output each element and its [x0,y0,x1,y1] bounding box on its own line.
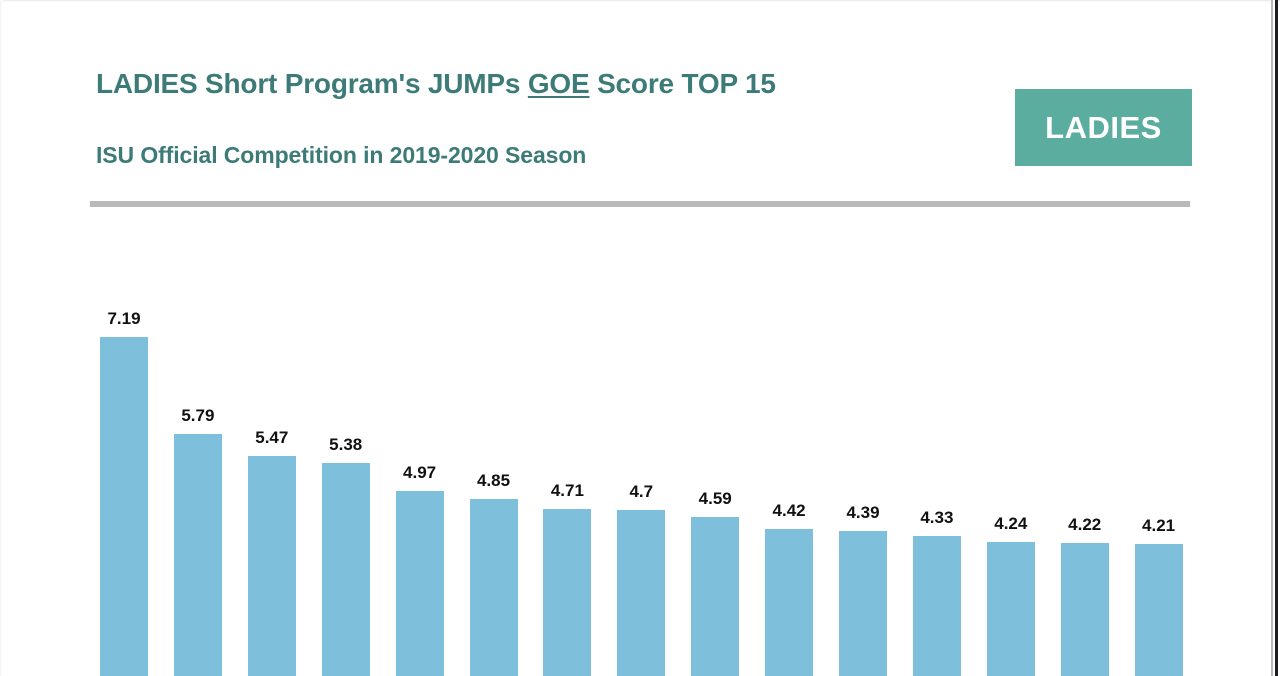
bar[interactable] [691,517,740,676]
bar[interactable] [912,535,961,676]
page-title-goe-underlined: GOE [527,68,590,99]
bar-value-label: 5.79 [181,406,215,426]
page-right-border-gap [1273,0,1275,676]
page-top-border [0,0,1280,2]
bar-value-label: 4.7 [629,481,654,501]
bar-group: 4.33 [912,508,961,676]
bar-group: 5.47 [247,428,296,676]
bar-value-label: 7.19 [107,309,141,329]
bar[interactable] [321,462,370,676]
page-title: LADIES Short Program's JUMPs GOE Score T… [96,68,776,100]
bar[interactable] [839,531,887,676]
bar-value-label: 5.47 [255,428,289,448]
bar-group: 4.97 [395,463,444,676]
bar-group: 4.42 [765,501,814,676]
bar[interactable] [395,491,444,676]
bar-value-label: 4.39 [846,503,880,523]
page-right-border-gray [1271,0,1273,676]
bar[interactable] [247,456,296,676]
bar-group: 7.19 [100,309,148,676]
page-title-part1: LADIES Short Program's JUMPs [96,68,528,99]
bar-value-label: 4.42 [772,501,806,521]
bar-group: 4.7 [617,482,666,676]
bar-group: 4.39 [839,503,887,676]
bar[interactable] [173,434,222,676]
bar-value-label: 4.85 [476,471,511,491]
category-badge-label: LADIES [1045,109,1162,145]
bar-value-label: 4.24 [994,513,1028,533]
page-subtitle: ISU Official Competition in 2019-2020 Se… [96,142,587,168]
bar-value-label: 4.21 [1142,515,1176,535]
bar[interactable] [617,509,666,676]
header-divider [90,201,1190,207]
bar-group: 4.59 [691,489,740,676]
bar-group: 4.71 [543,481,592,676]
bar[interactable] [986,541,1035,676]
bar[interactable] [1060,543,1109,676]
bar-value-label: 4.33 [920,507,954,527]
page-left-border [0,0,3,676]
bar-value-label: 5.38 [329,434,363,454]
bar-value-label: 4.97 [403,463,437,483]
bar[interactable] [1134,543,1183,676]
bar[interactable] [100,337,148,676]
bar-group: 4.85 [469,471,518,676]
page-right-border-dark [1275,0,1278,676]
bar-value-label: 4.71 [550,481,584,501]
category-badge-ladies: LADIES [1015,89,1192,166]
bar-group: 5.79 [173,406,222,676]
bar-group: 4.21 [1134,516,1183,676]
bar[interactable] [543,509,592,676]
bar-group: 5.38 [321,435,370,676]
bar[interactable] [469,499,518,676]
bar-value-label: 4.59 [698,489,732,509]
bar[interactable] [765,529,814,676]
bar-value-label: 4.22 [1068,515,1102,535]
page-title-part2: Score TOP 15 [589,68,776,99]
bar-group: 4.22 [1060,515,1109,676]
bar-group: 4.24 [986,514,1035,676]
